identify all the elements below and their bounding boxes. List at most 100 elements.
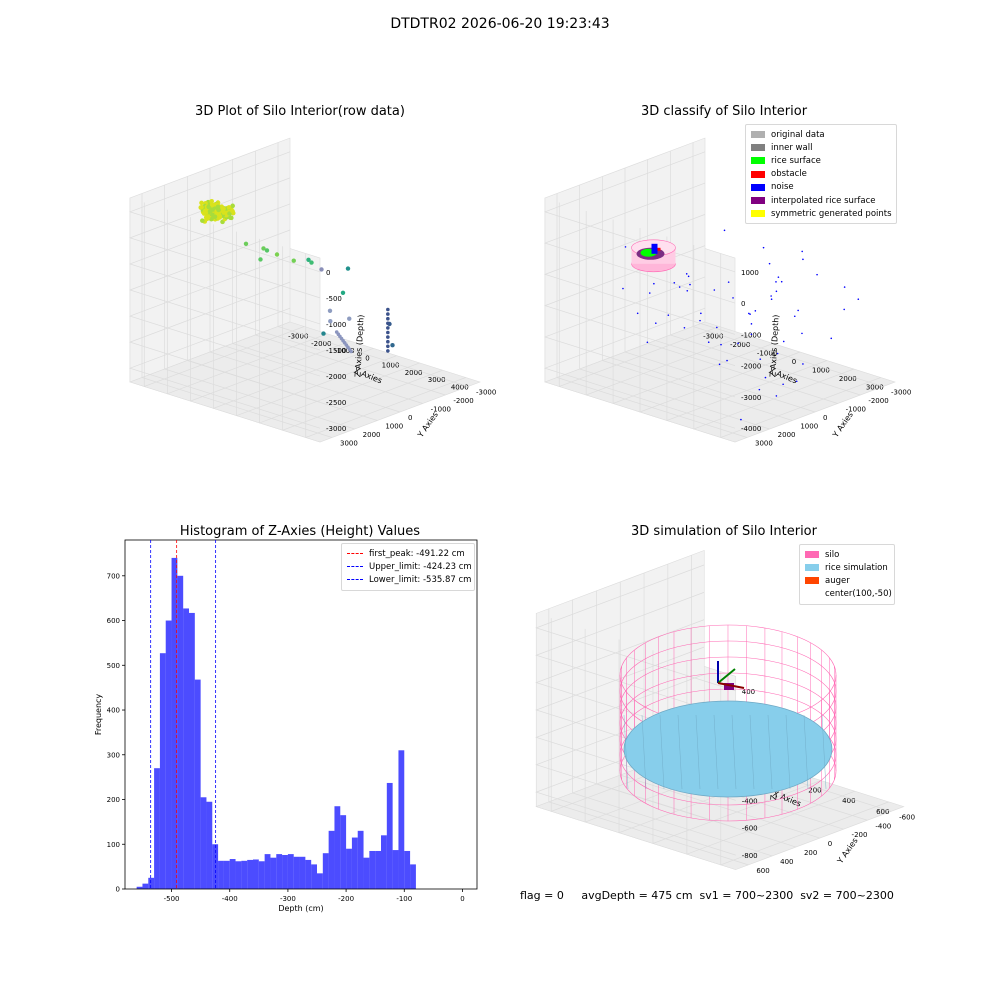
legend-swatch xyxy=(751,131,765,139)
gridline xyxy=(209,168,401,413)
data-point xyxy=(390,343,395,348)
y-tick-label: 100 xyxy=(107,841,120,849)
noise-point xyxy=(830,337,833,340)
legend-label: noise xyxy=(771,182,794,193)
legend-swatch xyxy=(751,157,765,165)
data-point xyxy=(202,208,208,214)
y-tick-label: -400 xyxy=(875,822,891,830)
legend-label: symmetric generated points xyxy=(771,208,892,219)
legend-label: original data xyxy=(771,129,825,140)
gridline xyxy=(190,217,351,402)
legend-label: auger xyxy=(825,575,850,586)
x-tick-label: 2000 xyxy=(839,375,857,383)
z-tick-label: -500 xyxy=(326,295,342,303)
noise-point xyxy=(723,229,726,232)
x-tick-label: -2000 xyxy=(311,340,331,348)
histogram-bar xyxy=(299,856,306,889)
noise-point xyxy=(782,340,785,343)
x-tick-label: 600 xyxy=(876,808,889,816)
histogram-bar xyxy=(258,861,265,889)
gridline xyxy=(128,151,321,273)
histogram-bar xyxy=(200,797,207,889)
data-point xyxy=(264,248,270,253)
data-point xyxy=(209,198,214,204)
data-point xyxy=(205,215,211,220)
gridline xyxy=(164,185,355,430)
y-tick-label: 500 xyxy=(107,662,120,670)
rice-mesh xyxy=(803,714,809,790)
z-tick-label: -1000 xyxy=(741,331,761,339)
noise-point xyxy=(683,326,686,329)
noise-point xyxy=(843,286,846,288)
legend-label: inner wall xyxy=(771,142,813,153)
noise-point xyxy=(700,312,702,315)
gridline xyxy=(543,276,736,398)
plot4-title: 3D simulation of Silo Interior xyxy=(631,524,817,539)
data-point xyxy=(291,258,296,263)
gridline xyxy=(535,591,736,719)
noise-point xyxy=(749,313,751,315)
z-tick-label: -4000 xyxy=(741,425,761,433)
legend-swatch xyxy=(347,566,363,568)
x-tick-label: -2000 xyxy=(730,341,750,349)
data-point xyxy=(261,246,266,251)
gridline xyxy=(558,202,720,388)
data-point xyxy=(386,321,390,326)
gridline xyxy=(548,608,749,866)
legend-label: silo xyxy=(825,549,840,560)
z-tick-label: 1000 xyxy=(741,269,759,277)
noise-point xyxy=(624,246,627,248)
gridline xyxy=(236,231,397,417)
y-axis-label: Y Axies xyxy=(415,410,440,440)
legend-swatch xyxy=(805,577,819,585)
noise-point xyxy=(685,273,688,275)
plot2-title: 3D classify of Silo Interior xyxy=(640,104,808,119)
legend-item: silo xyxy=(805,548,889,561)
y-tick-label: 0 xyxy=(116,886,120,894)
gridline xyxy=(585,211,747,396)
histogram-bar xyxy=(334,806,341,889)
data-point xyxy=(306,257,311,262)
data-point xyxy=(386,326,390,330)
y-axis-label: Frequency xyxy=(94,694,103,736)
z-tick-label: -600 xyxy=(742,825,758,833)
histogram-bar xyxy=(229,859,236,889)
histogram-bar xyxy=(177,575,184,889)
noise-point xyxy=(857,298,860,301)
gridline xyxy=(277,142,469,387)
y-tick-label: 1000 xyxy=(800,423,818,431)
y-tick-label: 3000 xyxy=(340,440,358,448)
obstacle xyxy=(657,247,661,251)
data-point xyxy=(199,204,204,210)
y-tick-label: 200 xyxy=(107,796,120,804)
histogram-bar xyxy=(194,679,201,889)
noise-point xyxy=(646,341,649,344)
legend-swatch xyxy=(751,170,765,178)
histogram-bar xyxy=(171,557,178,889)
histogram-bar xyxy=(189,612,195,889)
y-tick-label: 2000 xyxy=(778,431,796,439)
histogram-bar xyxy=(293,856,300,889)
data-point xyxy=(345,266,351,271)
legend-swatch xyxy=(751,183,765,191)
legend-swatch xyxy=(347,553,363,555)
histogram-bar xyxy=(386,782,393,889)
x-tick-label: 3000 xyxy=(866,384,884,392)
gridline xyxy=(720,253,881,439)
histogram-bar xyxy=(305,859,312,889)
x-tick-label: -3000 xyxy=(288,333,308,341)
data-point xyxy=(200,218,205,223)
z-axis-label: Z Axies (Depth) xyxy=(353,314,365,377)
gridline xyxy=(572,599,773,857)
gridline xyxy=(128,203,321,325)
noise-point xyxy=(770,295,772,297)
legend-label: center(100,-50) xyxy=(825,589,892,600)
z-tick-label: 400 xyxy=(742,688,755,696)
legend-item: symmetric generated points xyxy=(751,207,892,220)
histogram-bar xyxy=(398,750,405,889)
x-tick-label: -400 xyxy=(222,895,238,903)
legend-swatch xyxy=(751,197,765,205)
noise-point xyxy=(720,343,722,346)
y-axis-label: Y Axies xyxy=(835,836,860,866)
noise-point xyxy=(793,315,796,318)
